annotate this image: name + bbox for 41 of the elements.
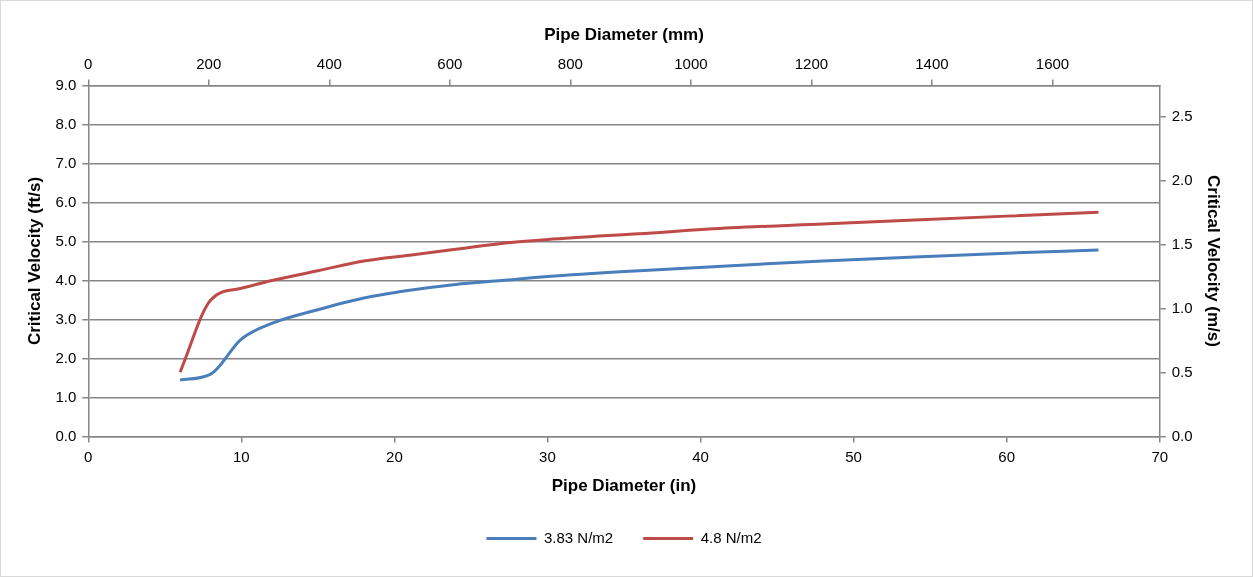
x-tick-label: 30 — [539, 447, 556, 465]
y-tick-label: 8.0 — [55, 114, 77, 132]
x2-tick-label: 200 — [196, 54, 222, 72]
x-tick-label: 40 — [692, 447, 709, 465]
y-tick-label: 6.0 — [55, 192, 77, 210]
y2-tick-label: 1.5 — [1171, 234, 1193, 252]
y2-axis-title: Critical Velocity (m/s) — [1204, 175, 1224, 347]
x2-tick-label: 600 — [437, 54, 463, 72]
y2-tick-label: 0.5 — [1171, 362, 1193, 380]
x2-tick-label: 800 — [557, 54, 583, 72]
y-tick-label: 7.0 — [55, 153, 77, 171]
y2-tick-label: 0.0 — [1171, 426, 1193, 444]
x2-tick-label: 1200 — [794, 54, 829, 72]
x-tick-label: 10 — [232, 447, 250, 465]
line-series — [178, 210, 1101, 374]
x2-axis-title: Pipe Diameter (mm) — [544, 24, 704, 44]
x-tick-label: 20 — [386, 447, 403, 465]
line-series — [178, 248, 1101, 382]
y2-tick-label: 2.0 — [1171, 170, 1193, 188]
y-axis-title: Critical Velocity (ft/s) — [24, 176, 44, 346]
y-tick-label: 5.0 — [55, 231, 77, 249]
x-tick-label: 70 — [1151, 447, 1169, 465]
y2-tick-label: 2.5 — [1171, 106, 1193, 124]
y-tick-label: 9.0 — [55, 75, 77, 93]
x-tick-label: 60 — [998, 447, 1016, 465]
x2-tick-label: 0 — [84, 54, 93, 72]
x-tick-label: 0 — [84, 447, 93, 465]
x-axis-title: Pipe Diameter (in) — [551, 476, 697, 496]
y-tick-label: 3.0 — [55, 309, 77, 327]
y-tick-label: 2.0 — [55, 348, 77, 366]
legend-label: 3.83 N/m2 — [543, 528, 614, 546]
y-tick-label: 0.0 — [55, 426, 77, 444]
x2-tick-label: 1400 — [915, 54, 949, 72]
x2-tick-label: 1000 — [674, 54, 708, 72]
y-tick-label: 1.0 — [55, 387, 77, 405]
y-tick-label: 4.0 — [55, 270, 77, 288]
legend-label: 4.8 N/m2 — [700, 528, 762, 546]
x-tick-label: 50 — [845, 447, 862, 465]
x2-tick-label: 1600 — [1035, 54, 1070, 72]
y2-tick-label: 1.0 — [1171, 298, 1193, 316]
x2-tick-label: 400 — [316, 54, 342, 72]
